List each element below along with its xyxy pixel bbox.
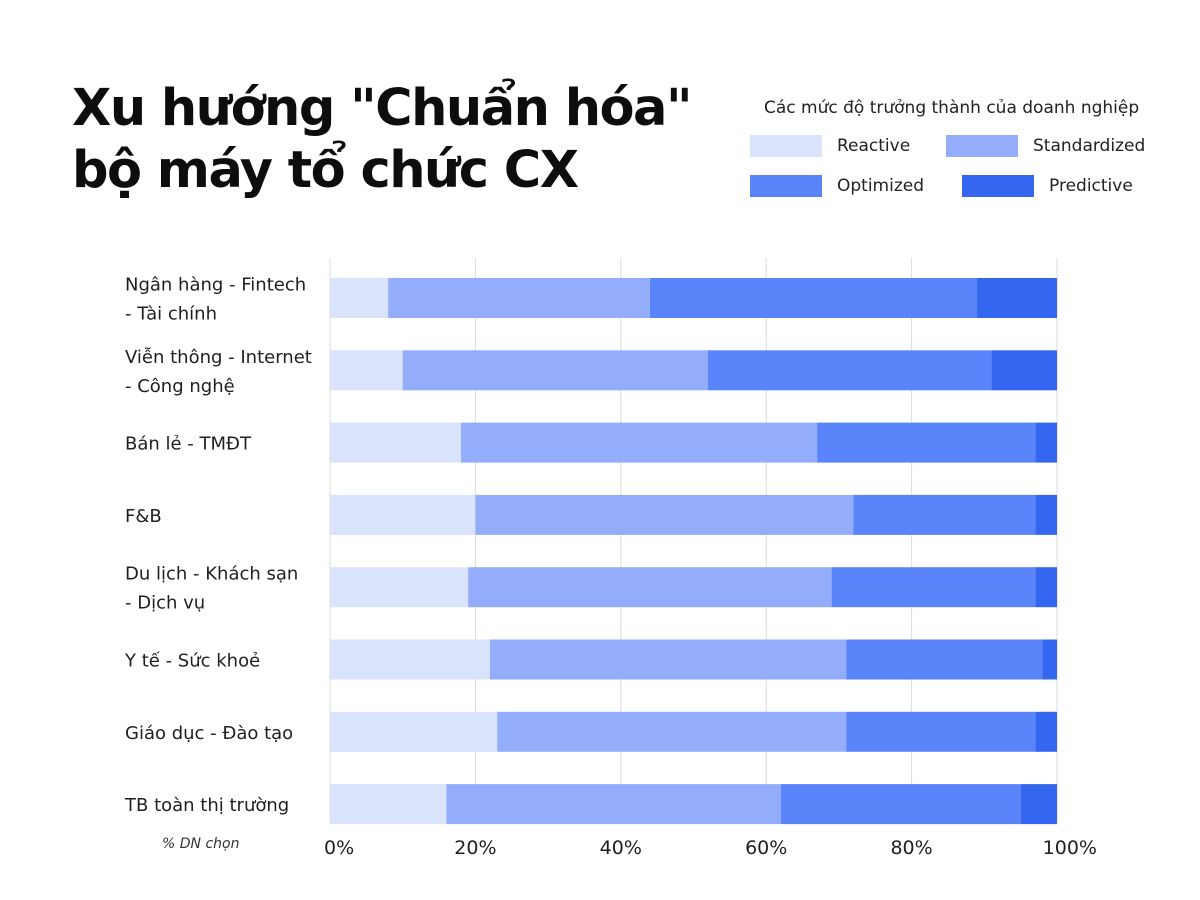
category-label: - Dịch vụ: [125, 593, 205, 614]
chart-title: Xu hướng "Chuẩn hóa" bộ máy tổ chức CX: [72, 78, 732, 202]
bar-standardized: [475, 494, 854, 535]
bar-predictive: [1035, 567, 1057, 608]
bar-optimized: [846, 639, 1043, 680]
x-tick-label: 0%: [324, 837, 354, 859]
bar-standardized: [388, 278, 650, 318]
bar-optimized: [780, 784, 1021, 825]
category-label: - Tài chính: [125, 304, 217, 325]
chart-title-line-1: Xu hướng "Chuẩn hóa": [72, 79, 693, 138]
chart-title-line-2: bộ máy tổ chức CX: [72, 141, 579, 200]
bar-reactive: [330, 422, 461, 463]
bar-reactive: [330, 567, 469, 608]
legend-item-predictive: Predictive: [962, 175, 1133, 197]
bar-reactive: [330, 784, 447, 825]
legend-item-standardized: Standardized: [946, 135, 1145, 157]
bar-standardized: [460, 422, 818, 463]
bar-reactive: [330, 711, 498, 752]
axis-note: % DN chọn: [162, 836, 239, 852]
bar-optimized: [853, 494, 1036, 535]
bar-predictive: [1035, 711, 1057, 752]
bar-optimized: [649, 278, 978, 318]
legend-item-reactive: Reactive: [750, 135, 910, 157]
bar-standardized: [446, 784, 781, 825]
bar-series: [330, 278, 1057, 825]
bar-optimized: [817, 422, 1036, 463]
bar-standardized: [468, 567, 832, 608]
x-tick-label: 40%: [600, 837, 642, 859]
x-tick-label: 60%: [745, 837, 787, 859]
legend-title: Các mức độ trưởng thành của doanh nghiệp: [764, 98, 1140, 118]
bar-standardized: [497, 711, 847, 752]
bar-predictive: [991, 350, 1057, 391]
category-label: Giáo dục - Đào tạo: [125, 723, 293, 744]
bar-reactive: [330, 278, 389, 318]
legend-item-optimized: Optimized: [750, 175, 924, 197]
category-label: Y tế - Sức khoẻ: [124, 651, 260, 672]
bar-standardized: [489, 639, 847, 680]
category-label: - Công nghệ: [125, 376, 235, 397]
bar-predictive: [1020, 784, 1057, 825]
x-tick-label: 100%: [1043, 837, 1097, 859]
bar-reactive: [330, 494, 476, 535]
legend-swatch-predictive: [962, 175, 1034, 197]
legend-label-standardized: Standardized: [1033, 136, 1146, 156]
x-axis-ticks: 0% 20% 40% 60% 80% 100%: [324, 837, 1097, 859]
bar-predictive: [977, 278, 1057, 318]
bar-optimized: [846, 711, 1036, 752]
legend-label-optimized: Optimized: [837, 176, 925, 196]
category-labels: Ngân hàng - Fintech - Tài chính Viễn thông…: [124, 275, 312, 817]
legend-swatch-optimized: [750, 175, 822, 197]
bar-optimized: [831, 567, 1036, 608]
bar-reactive: [330, 639, 490, 680]
legend-swatch-reactive: [750, 135, 822, 157]
bar-optimized: [708, 350, 992, 391]
bar-standardized: [402, 350, 709, 391]
legend-swatch-standardized: [946, 135, 1018, 157]
category-label: Viễn thông - Internet: [125, 347, 312, 368]
bar-reactive: [330, 350, 403, 391]
category-label: F&B: [125, 506, 162, 527]
legend-label-predictive: Predictive: [1049, 176, 1133, 196]
category-label: Du lịch - Khách sạn: [125, 564, 298, 585]
category-label: Bán lẻ - TMĐT: [125, 434, 252, 455]
legend-label-reactive: Reactive: [837, 136, 911, 156]
category-label: Ngân hàng - Fintech: [125, 275, 306, 296]
bar-predictive: [1035, 422, 1057, 463]
x-tick-label: 80%: [890, 837, 932, 859]
bar-predictive: [1042, 639, 1057, 680]
category-label: TB toàn thị trường: [124, 795, 289, 816]
x-tick-label: 20%: [454, 837, 496, 859]
bar-predictive: [1035, 494, 1057, 535]
